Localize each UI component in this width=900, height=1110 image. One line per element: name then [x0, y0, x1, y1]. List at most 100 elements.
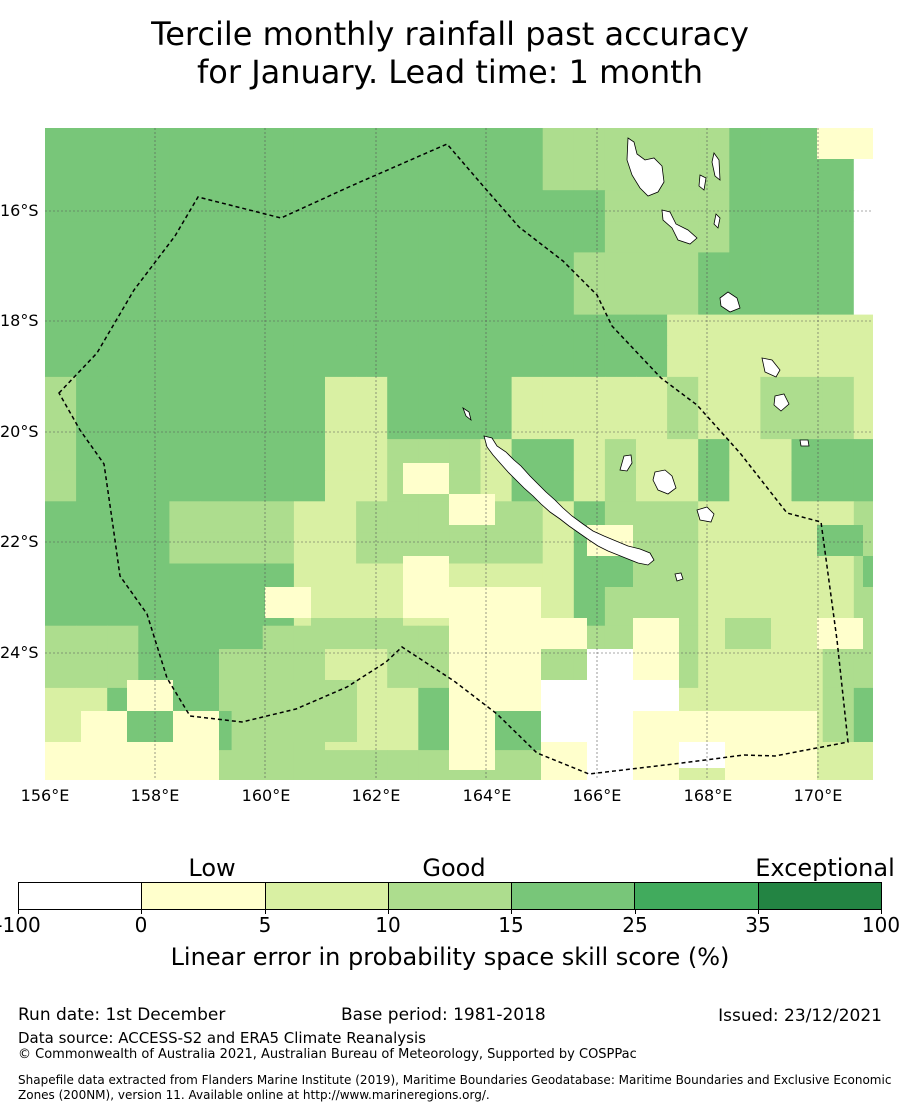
grid-cell [853, 159, 873, 191]
grid-cell [45, 594, 77, 627]
grid-cell [231, 408, 264, 440]
grid-cell-low [633, 742, 679, 780]
grid-cell [542, 159, 575, 191]
grid-cell [231, 376, 264, 409]
grid-cell [698, 221, 730, 253]
grid-cell [791, 159, 824, 191]
grid-cell [604, 345, 637, 378]
grid-cell [853, 687, 873, 720]
colorbar-tick-label: 35 [745, 913, 771, 937]
copyright-notice: © Commonwealth of Australia 2021, Austra… [18, 1047, 637, 1062]
grid-cell [231, 750, 264, 780]
grid-cell [231, 470, 264, 502]
grid-cell [729, 345, 761, 378]
grid-cell [667, 532, 699, 564]
grid-cell [107, 532, 139, 564]
grid-cell [138, 252, 170, 284]
grid-cell [387, 283, 419, 316]
grid-cell [604, 314, 637, 347]
grid-cell [200, 345, 233, 378]
grid-cell [107, 159, 139, 191]
maewo [711, 152, 721, 181]
grid-cell [262, 376, 295, 409]
grid-cell [76, 252, 108, 284]
grid-cell [853, 439, 873, 471]
grid-cell [169, 501, 201, 533]
grid-cell [573, 221, 606, 253]
grid-cell [76, 563, 108, 596]
chart-title-line-1: Tercile monthly rainfall past accuracy [151, 15, 749, 53]
colorbar-tick-label: 100 [861, 913, 900, 937]
grid-cell [791, 376, 824, 409]
eez-boundary [58, 143, 849, 775]
malekula [661, 209, 698, 245]
grid-cell [573, 283, 606, 316]
grid-cell [76, 283, 108, 316]
grid-cell [231, 439, 264, 471]
grid-cell [262, 345, 295, 378]
grid-cell [200, 159, 233, 191]
aneityum [799, 439, 810, 447]
grid-cell-negative [633, 680, 679, 711]
grid-cell [200, 408, 233, 440]
grid-cell [138, 563, 170, 596]
grid-cell [76, 532, 108, 564]
grid-cell [356, 532, 388, 564]
grid-cell [169, 470, 201, 502]
grid-cell [45, 470, 77, 502]
grid-cell [169, 656, 201, 689]
grid-cell [760, 532, 792, 564]
grid-cell [542, 283, 575, 316]
grid-cell [262, 625, 295, 658]
grid-cell [698, 625, 730, 658]
colorbar-tick-label: 5 [258, 913, 272, 937]
grid-cell [542, 376, 575, 409]
grid-cell [293, 252, 326, 284]
grid-cell [387, 501, 419, 533]
grid-cell [231, 190, 264, 222]
grid-cell-good [265, 711, 357, 742]
grid-cell-low [449, 618, 587, 649]
grid-cell [698, 345, 730, 378]
grid-cell [200, 128, 233, 160]
grid-cell [449, 345, 481, 378]
grid-cell [45, 376, 77, 409]
grid-cell [853, 252, 873, 284]
lat-label-20s: 20°S [0, 422, 39, 441]
grid-cell [45, 314, 77, 347]
grid-cell-low [81, 711, 127, 742]
run-date: Run date: 1st December [18, 1005, 226, 1025]
grid-cell [729, 376, 761, 409]
grid-cell-low [45, 742, 219, 780]
grid-cell [293, 408, 326, 440]
colorbar-tick-label: 15 [498, 913, 524, 937]
grid-cell [325, 159, 357, 191]
grid-cell [449, 376, 481, 409]
grid-cell [325, 470, 357, 502]
grid-cell [293, 345, 326, 378]
grid-cell [200, 376, 233, 409]
grid-cell-low [403, 587, 541, 618]
grid-cell [76, 656, 108, 689]
category-exceptional: Exceptional [755, 854, 895, 882]
grid-cell [573, 190, 606, 222]
grid-cell [138, 376, 170, 409]
lifou [652, 469, 677, 495]
grid-cell-good [311, 618, 403, 649]
grid-cell [200, 501, 233, 533]
grid-cell [418, 345, 450, 378]
grid-cell [356, 656, 388, 689]
grid-cell [262, 439, 295, 471]
grid-cell [293, 376, 326, 409]
grid-cell [822, 439, 855, 471]
grid-cell-good [219, 680, 357, 711]
grid-cell [107, 501, 139, 533]
grid-cell [573, 376, 606, 409]
lat-label-18s: 18°S [0, 311, 39, 330]
grid-cell [76, 221, 108, 253]
colorbar-segment [388, 883, 513, 909]
grid-cell [822, 190, 855, 222]
grid-cell [45, 501, 77, 533]
colorbar-tick-label: -100 [0, 913, 41, 937]
grid-cell [760, 314, 792, 347]
